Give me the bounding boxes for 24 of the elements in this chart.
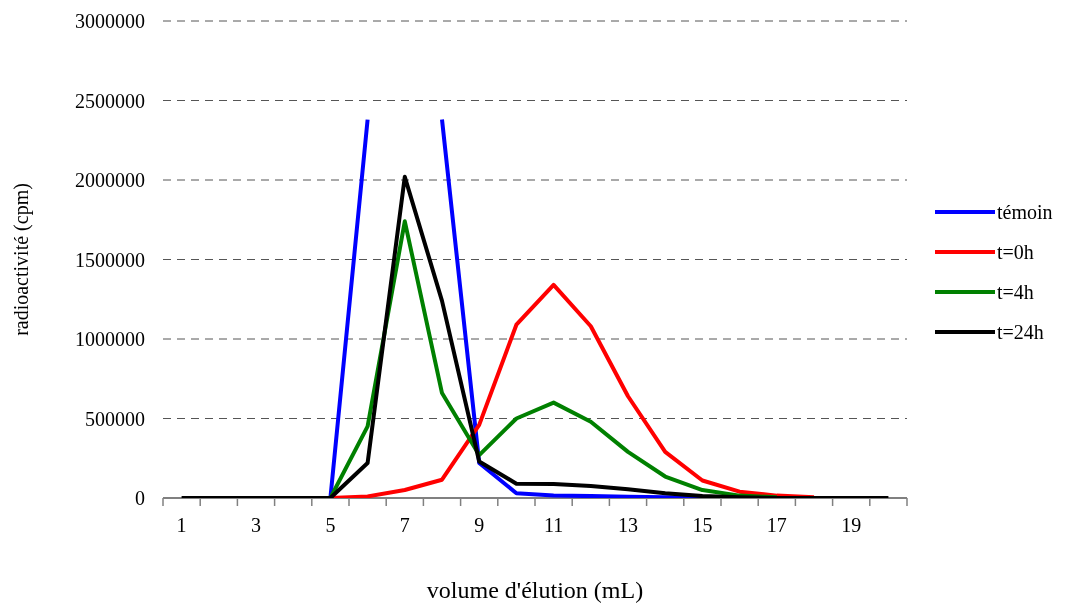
y-tick-label: 0 — [135, 487, 145, 509]
legend-label: t=24h — [997, 321, 1044, 343]
x-tick-label: 7 — [399, 514, 410, 536]
x-tick-label: 9 — [474, 514, 485, 536]
x-tick-label: 15 — [692, 514, 713, 536]
x-tick-label: 5 — [325, 514, 336, 536]
y-tick-label: 3000000 — [75, 10, 145, 32]
legend-label: t=0h — [997, 241, 1034, 263]
x-axis-title: volume d'élution (mL) — [426, 577, 644, 603]
x-tick-label: 19 — [841, 514, 862, 536]
legend-label: témoin — [997, 201, 1053, 223]
y-tick-label: 2500000 — [75, 89, 145, 112]
legend-label: t=4h — [997, 281, 1034, 303]
x-tick-label: 11 — [543, 514, 564, 536]
y-tick-label: 1500000 — [75, 248, 145, 271]
line-series — [179, 174, 891, 498]
x-tick-label: 3 — [251, 514, 261, 536]
y-tick-label: 500000 — [85, 407, 145, 430]
x-tick-label: 17 — [766, 514, 787, 536]
x-tick-label: 13 — [618, 514, 638, 536]
x-tick-label: 1 — [176, 514, 187, 536]
y-tick-label: 1000000 — [75, 328, 145, 350]
y-axis-title: radioactivité (cpm) — [10, 183, 33, 336]
y-tick-label: 2000000 — [75, 169, 145, 191]
